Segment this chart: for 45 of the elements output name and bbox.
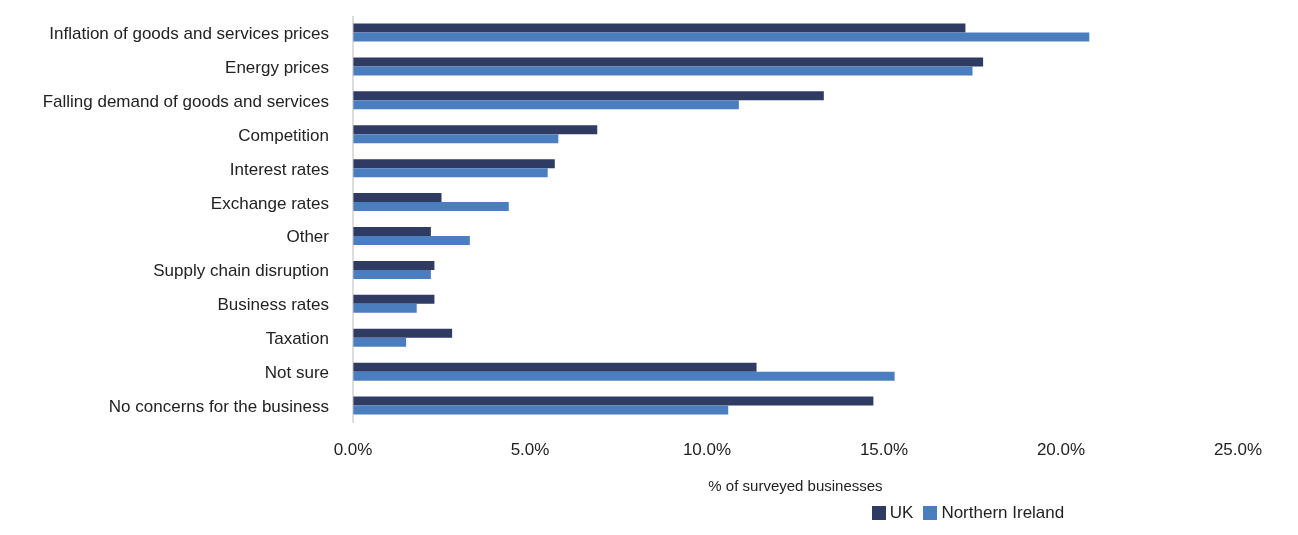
bar <box>353 328 453 338</box>
bar <box>353 269 431 279</box>
y-tick-label: No concerns for the business <box>108 397 329 417</box>
y-tick-label: Not sure <box>264 363 329 383</box>
legend-label: Northern Ireland <box>940 503 1065 523</box>
bar <box>353 100 739 110</box>
y-tick-label: Supply chain disruption <box>153 261 329 281</box>
bar <box>353 260 435 270</box>
bar <box>353 66 973 76</box>
y-tick-label: Energy prices <box>225 57 329 77</box>
bar <box>353 168 548 178</box>
x-tick-label: 20.0% <box>1036 440 1086 460</box>
bar <box>353 193 442 203</box>
bar <box>353 202 509 212</box>
bar <box>353 32 1090 42</box>
bar <box>353 303 417 313</box>
x-tick-label: 5.0% <box>510 440 550 460</box>
x-tick-label: 25.0% <box>1213 440 1263 460</box>
x-axis-title: % of surveyed businesses <box>708 477 883 494</box>
y-tick-label: Falling demand of goods and services <box>42 91 329 111</box>
bar <box>353 337 407 347</box>
y-tick-label: Inflation of goods and services prices <box>49 23 329 43</box>
bar <box>353 294 435 304</box>
y-tick-label: Business rates <box>217 295 329 315</box>
bar <box>353 396 874 406</box>
bar <box>353 235 470 245</box>
bar <box>353 23 966 33</box>
bar <box>353 91 824 101</box>
x-tick-label: 15.0% <box>859 440 909 460</box>
bar <box>353 159 555 169</box>
x-tick-label: 10.0% <box>682 440 732 460</box>
y-tick-label: Interest rates <box>229 159 329 179</box>
bar <box>353 405 729 415</box>
legend-label: UK <box>888 503 914 523</box>
x-tick-label: 0.0% <box>333 440 373 460</box>
bar <box>353 371 895 381</box>
y-tick-label: Competition <box>238 125 329 145</box>
bar <box>353 362 757 372</box>
y-tick-label: Other <box>286 227 330 247</box>
bar <box>353 226 431 236</box>
bar <box>353 125 598 135</box>
bar <box>353 57 984 67</box>
y-tick-label: Exchange rates <box>210 193 329 213</box>
y-tick-label: Taxation <box>265 329 329 349</box>
bar <box>353 134 559 144</box>
